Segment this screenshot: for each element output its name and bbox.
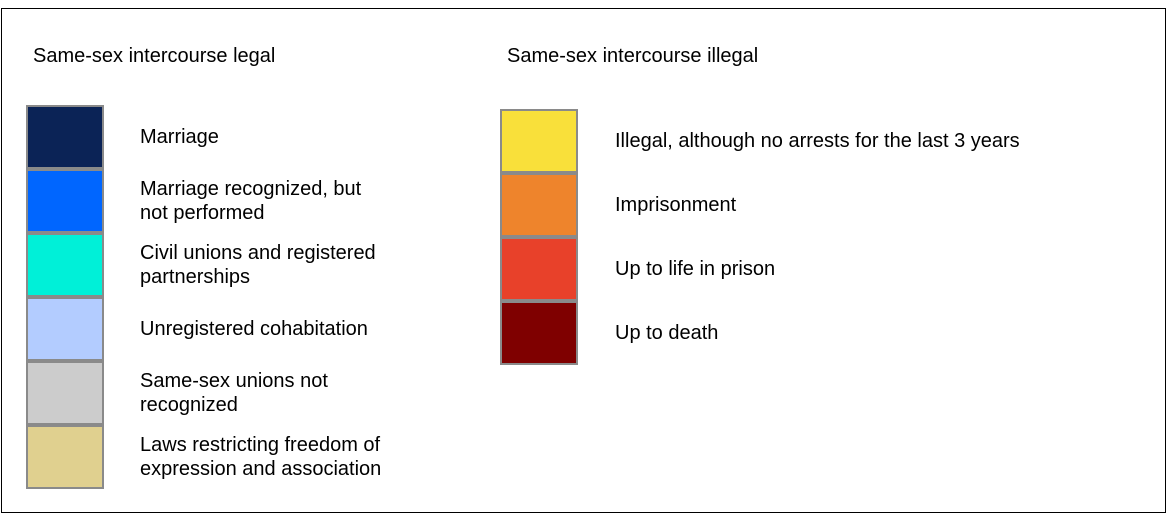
legend-label: Up to death bbox=[615, 301, 718, 365]
label-line: Marriage recognized, but bbox=[140, 178, 362, 200]
label-line: Up to life in prison bbox=[615, 258, 776, 280]
color-swatch bbox=[500, 237, 578, 301]
label-line: not performed bbox=[140, 202, 265, 224]
legend-label: Illegal, although no arrests for the las… bbox=[615, 109, 1020, 173]
group-heading: Same-sex intercourse illegal bbox=[507, 45, 759, 67]
color-swatch bbox=[26, 297, 104, 361]
label-line: Laws restricting freedom of bbox=[140, 434, 381, 456]
color-swatch bbox=[26, 425, 104, 489]
label-line: recognized bbox=[140, 394, 238, 416]
legend-label: Unregistered cohabitation bbox=[140, 297, 368, 361]
color-swatch bbox=[26, 169, 104, 233]
label-line: Same-sex unions not bbox=[140, 370, 328, 392]
label-line: Marriage bbox=[140, 126, 219, 148]
label-line: partnerships bbox=[140, 266, 251, 288]
color-swatch bbox=[500, 173, 578, 237]
legend-label: Same-sex unions not recognized bbox=[140, 361, 328, 425]
legend-label: Imprisonment bbox=[615, 173, 736, 237]
legend-label: Laws restricting freedom of expression an… bbox=[140, 425, 381, 489]
legend-label: Civil unions and registered partnerships bbox=[140, 233, 376, 297]
label-line: expression and association bbox=[140, 458, 382, 480]
group-heading: Same-sex intercourse legal bbox=[33, 45, 276, 67]
color-swatch bbox=[26, 105, 104, 169]
label-line: Unregistered cohabitation bbox=[140, 318, 368, 340]
color-swatch bbox=[26, 361, 104, 425]
color-swatch bbox=[500, 109, 578, 173]
color-swatch bbox=[26, 233, 104, 297]
legend-label: Marriage bbox=[140, 105, 219, 169]
label-line: Imprisonment bbox=[615, 194, 737, 216]
label-line: Civil unions and registered bbox=[140, 242, 376, 264]
color-swatch bbox=[500, 301, 578, 365]
legend-frame bbox=[1, 8, 1166, 513]
label-line: Illegal, although no arrests for the las… bbox=[615, 130, 1020, 152]
legend-label: Up to life in prison bbox=[615, 237, 775, 301]
legend-label: Marriage recognized, but not performed bbox=[140, 169, 361, 233]
label-line: Up to death bbox=[615, 322, 719, 344]
